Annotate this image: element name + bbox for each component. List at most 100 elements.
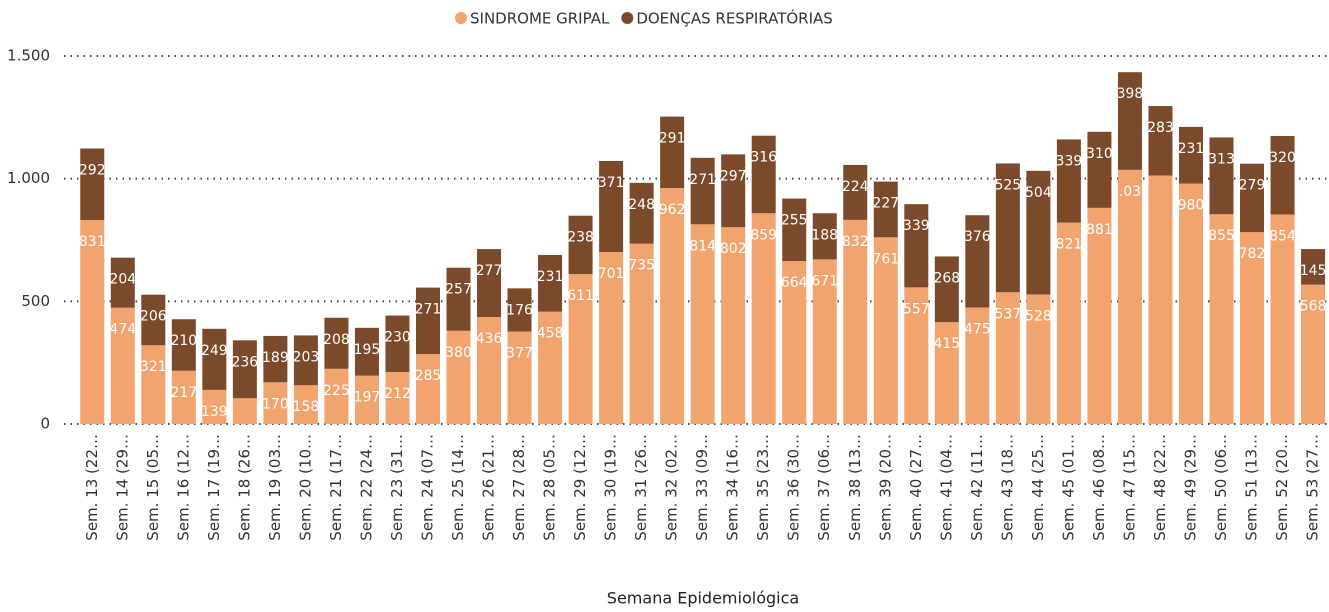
bar-segment	[293, 385, 318, 424]
bar-segment	[415, 354, 440, 424]
data-label: 671	[811, 273, 838, 289]
bar-segment	[324, 317, 349, 369]
bar-segment	[660, 116, 685, 188]
bar-segment	[415, 287, 440, 355]
x-tick-label: Sem. 23 (31…	[388, 434, 406, 541]
data-label: 291	[659, 131, 686, 147]
bar-segment	[721, 227, 746, 424]
data-label: 224	[842, 179, 869, 195]
data-label: 321	[140, 359, 167, 375]
data-label: 238	[567, 230, 594, 246]
bar-segment	[599, 161, 624, 253]
data-label: 537	[994, 306, 1021, 322]
bar-segment	[538, 311, 563, 424]
data-label: 297	[720, 168, 747, 184]
x-tick-label: Sem. 48 (22…	[1151, 434, 1169, 541]
data-label: 1.036	[1110, 184, 1150, 200]
bar-segment	[1270, 135, 1295, 215]
data-label: 528	[1025, 308, 1052, 324]
data-label: 475	[964, 321, 991, 337]
data-label: 339	[1056, 153, 1083, 169]
data-label: 557	[903, 301, 930, 317]
x-tick-label: Sem. 49 (29…	[1181, 434, 1199, 541]
data-label: 415	[933, 336, 960, 352]
data-label: 197	[354, 390, 381, 406]
data-label: 316	[750, 150, 777, 166]
data-label: 255	[781, 213, 808, 229]
bar-segment	[965, 215, 990, 308]
bar-segment	[568, 215, 593, 275]
bar-segment	[965, 307, 990, 424]
x-tick-label: Sem. 16 (12…	[174, 434, 192, 541]
x-tick-label: Sem. 17 (19…	[205, 434, 223, 541]
bar-segment	[904, 204, 929, 288]
y-tick-label: 1.000	[7, 169, 50, 187]
data-label: 339	[903, 218, 930, 234]
data-label: 436	[476, 331, 503, 347]
data-label: 176	[506, 302, 533, 318]
bar-segment	[751, 135, 776, 214]
x-tick-label: Sem. 25 (14…	[449, 434, 467, 541]
data-label: 210	[170, 333, 197, 349]
x-tick-label: Sem. 52 (20…	[1273, 434, 1291, 541]
data-label: 474	[109, 322, 136, 338]
legend-marker	[455, 12, 467, 24]
legend-label: SINDROME GRIPAL	[470, 10, 610, 28]
bar-segment	[232, 398, 257, 424]
bar-segment	[80, 220, 105, 424]
bar-segment	[1026, 294, 1051, 424]
bar-segment	[110, 257, 135, 308]
bar-segment	[324, 368, 349, 424]
bar-segment	[1209, 214, 1234, 424]
x-tick-label: Sem. 50 (06…	[1212, 434, 1230, 541]
data-label: 231	[537, 269, 564, 285]
x-tick-label: Sem. 24 (07…	[418, 434, 436, 541]
x-tick-label: Sem. 33 (09…	[693, 434, 711, 541]
data-label: 859	[750, 227, 777, 243]
data-label: 782	[1239, 246, 1266, 262]
bar-segment	[80, 148, 105, 221]
x-tick-label: Sem. 43 (18…	[998, 434, 1016, 541]
bar-segment	[293, 335, 318, 386]
bar-segment	[263, 335, 288, 383]
bar-segment	[782, 261, 807, 424]
data-label: 735	[628, 258, 655, 274]
x-tick-label: Sem. 15 (05…	[144, 434, 162, 541]
data-label: 248	[628, 197, 655, 213]
bar-segment	[599, 252, 624, 424]
bar-segment	[782, 198, 807, 262]
bar-segment	[812, 213, 837, 260]
legend-label: DOENÇAS RESPIRATÓRIAS	[636, 9, 832, 28]
data-label: 831	[79, 234, 106, 250]
data-label: 376	[964, 229, 991, 245]
data-label: 821	[1056, 237, 1083, 253]
bar-segment	[354, 375, 379, 424]
x-tick-label: Sem. 39 (20…	[876, 434, 894, 541]
data-label: 212	[384, 386, 411, 402]
x-tick-label: Sem. 27 (28…	[510, 434, 528, 541]
x-tick-label: Sem. 38 (13…	[846, 434, 864, 541]
bar-segment	[1148, 106, 1173, 176]
bar-segment	[995, 163, 1020, 293]
data-label: 204	[109, 272, 136, 288]
bar-segment	[1240, 232, 1265, 424]
bar-segment	[721, 154, 746, 228]
data-label: 257	[445, 282, 472, 298]
data-label: 170	[262, 396, 289, 412]
x-tick-label: Sem. 35 (23…	[754, 434, 772, 541]
bar-segment	[1178, 183, 1203, 424]
data-label: 231	[1178, 141, 1205, 157]
bar-segment	[934, 256, 959, 323]
data-label: 881	[1086, 222, 1113, 238]
x-tick-label: Sem. 18 (26…	[235, 434, 253, 541]
bar-segment	[1209, 137, 1234, 215]
bar-segment	[904, 287, 929, 424]
data-label: 701	[598, 266, 625, 282]
x-tick-label: Sem. 46 (08…	[1090, 434, 1108, 541]
data-label: 271	[689, 172, 716, 188]
data-label: 203	[293, 349, 320, 365]
x-tick-label: Sem. 37 (06…	[815, 434, 833, 541]
bar-segment	[812, 259, 837, 424]
data-label: 225	[323, 383, 350, 399]
